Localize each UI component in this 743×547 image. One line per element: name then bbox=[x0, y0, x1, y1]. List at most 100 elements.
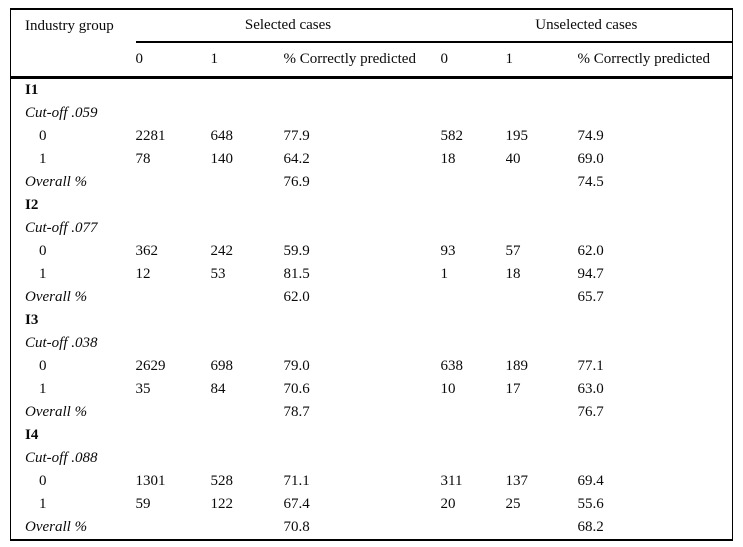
empty-cell bbox=[441, 171, 506, 194]
overall-row: Overall % 76.9 74.5 bbox=[11, 171, 733, 194]
value-cell-1: 140 bbox=[210, 151, 234, 167]
table-header: Industry group Selected cases Unselected… bbox=[10, 9, 733, 79]
table-body: I1 Cut-off .059 0 2281 648 77.9 582 195 74.9 1 78 1… bbox=[11, 78, 733, 541]
industry-group-header: Industry group bbox=[25, 17, 114, 34]
empty-cell bbox=[441, 401, 506, 424]
selected-1-header: 1 bbox=[210, 42, 284, 79]
cutoff-value: Cut-off .088 bbox=[25, 450, 98, 466]
value-cell-0: 2629 bbox=[135, 358, 166, 374]
classification-results-table: Industry group Selected cases Unselected… bbox=[10, 8, 734, 541]
value-cell-2: 81.5 bbox=[283, 266, 310, 282]
group-name-row: I3 bbox=[11, 309, 733, 332]
row-label: 0 bbox=[39, 128, 47, 144]
empty-cell bbox=[211, 401, 284, 424]
value-cell-4: 40 bbox=[505, 151, 521, 167]
data-row: 0 2629 698 79.0 638 189 77.1 bbox=[11, 355, 733, 378]
group-name-row: I4 bbox=[11, 424, 733, 447]
empty-cell bbox=[506, 171, 578, 194]
value-cell-0: 12 bbox=[135, 266, 151, 282]
value-cell-3: 20 bbox=[440, 496, 456, 512]
selected-pct-header: % Correctly predicted bbox=[283, 42, 441, 79]
value-cell-4: 195 bbox=[505, 128, 529, 144]
group-name: I4 bbox=[25, 427, 39, 443]
data-row: 1 35 84 70.6 10 17 63.0 bbox=[11, 378, 733, 401]
value-cell-5: 94.7 bbox=[577, 266, 604, 282]
value-cell-5: 62.0 bbox=[577, 243, 604, 259]
value-cell-1: 53 bbox=[210, 266, 226, 282]
unselected-cases-spanner: Unselected cases bbox=[440, 9, 733, 43]
value-cell-4: 137 bbox=[505, 473, 529, 489]
empty-cell bbox=[136, 516, 211, 540]
overall-unselected-pct: 68.2 bbox=[577, 519, 604, 535]
overall-row: Overall % 70.8 68.2 bbox=[11, 516, 733, 540]
value-cell-2: 59.9 bbox=[283, 243, 310, 259]
empty-cell bbox=[441, 516, 506, 540]
empty-cell bbox=[211, 516, 284, 540]
value-cell-0: 2281 bbox=[135, 128, 166, 144]
value-cell-3: 638 bbox=[440, 358, 464, 374]
empty-cell bbox=[441, 286, 506, 309]
row-label: 1 bbox=[39, 496, 47, 512]
overall-label: Overall % bbox=[25, 519, 88, 535]
overall-label: Overall % bbox=[25, 404, 88, 420]
value-cell-2: 64.2 bbox=[283, 151, 310, 167]
value-cell-2: 67.4 bbox=[283, 496, 310, 512]
value-cell-4: 189 bbox=[505, 358, 529, 374]
stub-spacer bbox=[10, 42, 136, 79]
empty-cell bbox=[136, 401, 211, 424]
value-cell-0: 1301 bbox=[135, 473, 166, 489]
value-cell-1: 122 bbox=[210, 496, 234, 512]
data-row: 0 2281 648 77.9 582 195 74.9 bbox=[11, 125, 733, 148]
overall-selected-pct: 76.9 bbox=[283, 174, 310, 190]
value-cell-2: 71.1 bbox=[283, 473, 310, 489]
subheader-row: 0 1 % Correctly predicted 0 1 % Correctl… bbox=[10, 42, 733, 79]
value-cell-4: 25 bbox=[505, 496, 521, 512]
cutoff-row: Cut-off .038 bbox=[11, 332, 733, 355]
group-name: I3 bbox=[25, 312, 39, 328]
overall-selected-pct: 62.0 bbox=[283, 289, 310, 305]
group-name-row: I2 bbox=[11, 194, 733, 217]
overall-row: Overall % 78.7 76.7 bbox=[11, 401, 733, 424]
overall-label: Overall % bbox=[25, 289, 88, 305]
row-label: 0 bbox=[39, 473, 47, 489]
data-row: 0 362 242 59.9 93 57 62.0 bbox=[11, 240, 733, 263]
value-cell-1: 648 bbox=[210, 128, 234, 144]
value-cell-2: 79.0 bbox=[283, 358, 310, 374]
value-cell-2: 77.9 bbox=[283, 128, 310, 144]
unselected-1-header: 1 bbox=[505, 42, 578, 79]
value-cell-0: 35 bbox=[135, 381, 151, 397]
empty-cell bbox=[136, 171, 211, 194]
value-cell-0: 78 bbox=[135, 151, 151, 167]
value-cell-1: 528 bbox=[210, 473, 234, 489]
empty-cell bbox=[506, 286, 578, 309]
value-cell-4: 18 bbox=[505, 266, 521, 282]
value-cell-2: 70.6 bbox=[283, 381, 310, 397]
empty-cell bbox=[136, 286, 211, 309]
data-row: 1 59 122 67.4 20 25 55.6 bbox=[11, 493, 733, 516]
overall-selected-pct: 70.8 bbox=[283, 519, 310, 535]
selected-0-header: 0 bbox=[135, 42, 211, 79]
value-cell-0: 59 bbox=[135, 496, 151, 512]
unselected-0-header: 0 bbox=[440, 42, 506, 79]
value-cell-3: 311 bbox=[440, 473, 463, 489]
overall-row: Overall % 62.0 65.7 bbox=[11, 286, 733, 309]
cutoff-value: Cut-off .038 bbox=[25, 335, 98, 351]
cutoff-row: Cut-off .077 bbox=[11, 217, 733, 240]
value-cell-5: 69.4 bbox=[577, 473, 604, 489]
value-cell-3: 1 bbox=[440, 266, 449, 282]
value-cell-5: 55.6 bbox=[577, 496, 604, 512]
value-cell-3: 582 bbox=[440, 128, 464, 144]
value-cell-4: 57 bbox=[505, 243, 521, 259]
value-cell-1: 242 bbox=[210, 243, 234, 259]
data-row: 1 12 53 81.5 1 18 94.7 bbox=[11, 263, 733, 286]
group-name: I1 bbox=[25, 82, 39, 98]
cutoff-row: Cut-off .059 bbox=[11, 102, 733, 125]
empty-cell bbox=[506, 516, 578, 540]
empty-cell bbox=[211, 286, 284, 309]
cutoff-value: Cut-off .077 bbox=[25, 220, 98, 236]
data-row: 1 78 140 64.2 18 40 69.0 bbox=[11, 148, 733, 171]
overall-label: Overall % bbox=[25, 174, 88, 190]
value-cell-5: 63.0 bbox=[577, 381, 604, 397]
value-cell-4: 17 bbox=[505, 381, 521, 397]
